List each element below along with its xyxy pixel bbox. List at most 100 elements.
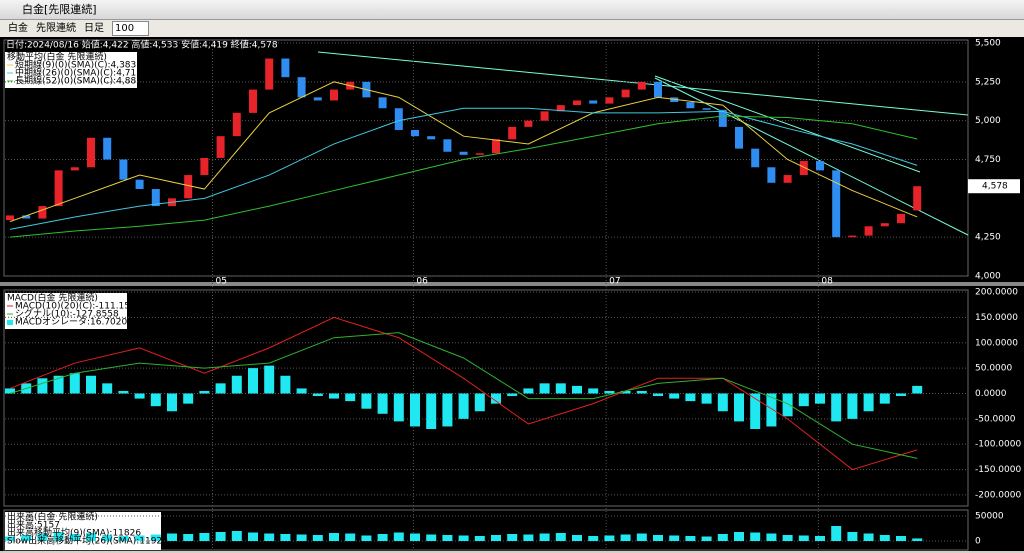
x-tick-label: 05 [216, 277, 227, 287]
oscillator-bar [847, 393, 858, 419]
candle [119, 159, 128, 180]
volume-pane [3, 509, 969, 551]
candle [637, 81, 646, 90]
volume-bar [215, 532, 226, 541]
candle [913, 186, 922, 211]
candle [87, 137, 95, 168]
oscillator-bar [620, 390, 631, 394]
oscillator-bar [426, 393, 437, 429]
legend-entry: 長期線(52)(0)(SMA)(C):4,882 [15, 75, 142, 87]
candle [297, 77, 306, 98]
volume-bar [102, 535, 113, 541]
candle [427, 136, 436, 140]
volume-bar [863, 533, 874, 541]
volume-bar [539, 533, 550, 541]
volume-bar [572, 535, 582, 541]
oscillator-bar [669, 393, 680, 399]
y-tick-label: 0 [975, 537, 981, 547]
candle [540, 111, 549, 121]
volume-bar [5, 536, 15, 541]
toolbar: 白金 先限連続 日足 100 [0, 20, 1024, 37]
candle [767, 167, 776, 183]
oscillator-bar [345, 393, 356, 402]
candle [799, 161, 808, 176]
macd-pane [3, 289, 969, 507]
candle [330, 89, 338, 101]
volume-bar [118, 536, 129, 541]
x-tick-label: 07 [609, 277, 620, 287]
oscillator-bar [377, 393, 388, 414]
oscillator-bar [831, 393, 842, 422]
chart-area: 日付:2024/08/16 始値:4,422 高値:4,533 安値:4,419… [0, 37, 1024, 551]
volume-bar [474, 536, 485, 541]
legend-swatch [7, 320, 13, 325]
period[interactable]: 日足 [84, 23, 104, 34]
oscillator-bar [798, 393, 809, 407]
candle [492, 139, 500, 154]
volume-bar [37, 533, 48, 541]
oscillator-bar [5, 388, 15, 394]
macd-line [9, 332, 918, 459]
oscillator-bar [555, 383, 566, 394]
candle [281, 58, 290, 78]
volume-legend [5, 512, 161, 550]
volume-bar [377, 534, 388, 541]
candle [151, 189, 160, 207]
candle [864, 226, 873, 236]
candle [702, 108, 711, 110]
contract[interactable]: 先限連続 [36, 23, 76, 34]
oscillator-bar [280, 375, 291, 394]
oscillator-bar [474, 393, 485, 412]
candle [751, 148, 760, 168]
candle [200, 157, 209, 176]
oscillator-bar [393, 393, 404, 422]
oscillator-bar [134, 393, 145, 399]
volume-bar [231, 531, 242, 541]
candle [897, 213, 905, 224]
candle [249, 89, 257, 113]
volume-bar [912, 538, 923, 541]
oscillator-bar [167, 393, 177, 412]
commodity[interactable]: 白金 [8, 23, 28, 34]
oscillator-bar [86, 375, 96, 394]
candle [508, 126, 517, 140]
candle [556, 105, 565, 112]
candle [38, 206, 47, 219]
x-tick-label: 08 [821, 277, 833, 287]
volume-bar [685, 536, 696, 541]
oscillator-bar [296, 388, 307, 394]
volume-bar [636, 533, 647, 541]
moving-average [9, 81, 918, 223]
oscillator-bar [183, 393, 194, 404]
volume-bar [717, 534, 728, 541]
candle [378, 97, 387, 109]
volume-bar [280, 534, 291, 541]
candle [686, 102, 695, 109]
y-tick-label: 5,500 [975, 39, 1001, 49]
oscillator-bar [458, 393, 469, 419]
candle [443, 139, 452, 152]
oscillator-bar [507, 393, 518, 397]
volume-bar [86, 533, 96, 541]
volume-bar [798, 535, 809, 541]
candle [135, 179, 144, 190]
candle [103, 137, 112, 160]
volume-bar [555, 533, 566, 541]
volume-bar [393, 532, 404, 541]
candle [783, 175, 792, 183]
macd-legend [5, 293, 127, 329]
oscillator-bar [102, 383, 113, 394]
legend-entry: シグナル(10):-127.8558 [15, 308, 119, 320]
y-tick-label: -150.0000 [975, 465, 1021, 475]
oscillator-bar [264, 365, 275, 394]
candle [589, 100, 598, 104]
y-tick-label: 200.0000 [975, 288, 1018, 298]
oscillator-bar [215, 383, 226, 394]
oscillator-bar [782, 393, 793, 417]
legend-title: 移動平均(白金 先限連続) [7, 51, 107, 63]
bar-count[interactable]: 100 [112, 21, 150, 36]
volume-bar [491, 535, 501, 541]
oscillator-bar [231, 375, 242, 394]
volume-bar [345, 533, 356, 541]
volume-bar [523, 534, 534, 541]
